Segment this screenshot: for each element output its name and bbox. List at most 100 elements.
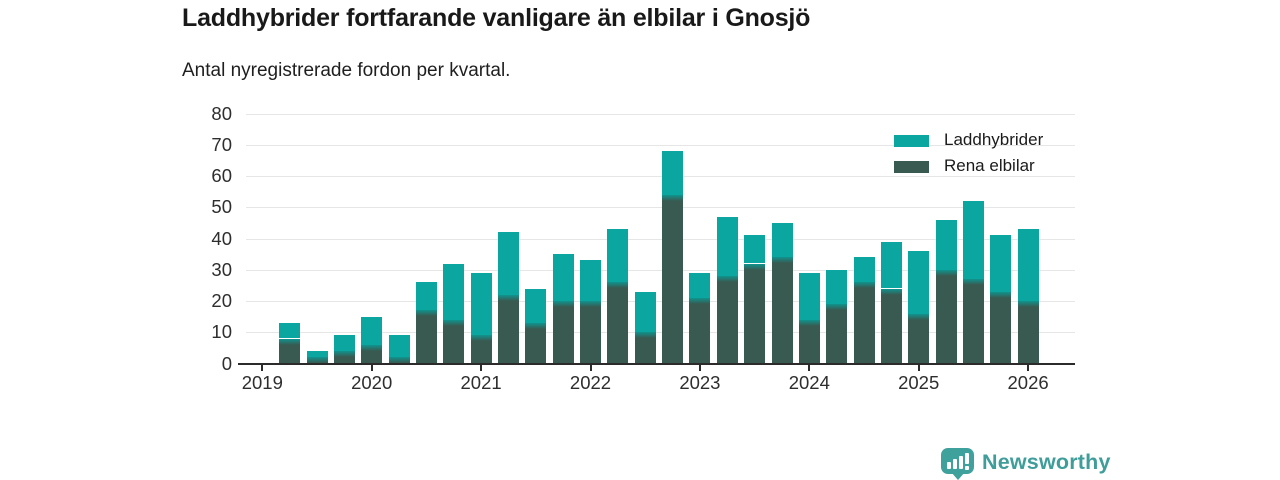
bar-segment-laddhybrider [279,322,301,339]
bar-segment-rena-elbilar [1017,301,1039,364]
bar-segment-laddhybrider [826,269,848,305]
bar-segment-rena-elbilar [388,357,410,364]
bar-segment-rena-elbilar [744,263,766,364]
bar-segment-rena-elbilar [634,332,656,364]
gridline [246,269,1075,271]
bar-segment-laddhybrider [880,241,902,289]
bar-segment-rena-elbilar [908,313,930,364]
bar-segment-laddhybrider [798,272,820,320]
gridline [246,176,1075,177]
newsworthy-bars-bubble-icon [941,448,974,474]
bar-segment-rena-elbilar [990,291,1012,364]
bar-segment-laddhybrider [634,291,656,333]
bar-segment-laddhybrider [443,263,465,320]
bar-segment-rena-elbilar [279,338,301,364]
bar-segment-laddhybrider [415,282,437,311]
bar-segment-laddhybrider [333,335,355,351]
gridline [246,144,1075,146]
y-tick-label: 70 [211,133,232,155]
logo-bar-icon [947,462,951,469]
bar-segment-rena-elbilar [662,194,683,364]
x-axis-tick [917,364,920,371]
chart-title: Laddhybrider fortfarande vanligare än el… [182,4,811,32]
bar-segment-laddhybrider [853,257,875,283]
bar-segment-rena-elbilar [361,344,383,364]
bar-segment-laddhybrider [306,351,328,358]
bar-segment-rena-elbilar [470,335,492,364]
bar-segment-rena-elbilar [415,310,437,364]
bar-segment-laddhybrider [580,260,601,301]
x-axis-tick [370,364,373,371]
bar-segment-laddhybrider [716,216,738,276]
x-axis-tick [698,364,701,371]
bar-segment-rena-elbilar [607,282,629,364]
bar-segment-rena-elbilar [443,319,465,364]
x-tick-label: 2024 [788,372,830,393]
bar-segment-laddhybrider [607,229,629,283]
bar-segment-rena-elbilar [498,294,519,364]
y-tick-label: 10 [211,321,232,343]
bar-segment-rena-elbilar [333,351,355,364]
x-tick-label: 2026 [1007,372,1049,393]
bar-segment-rena-elbilar [716,276,738,364]
bar-segment-rena-elbilar [935,269,957,364]
bar-segment-laddhybrider [689,272,711,298]
gridline [246,301,1075,302]
logo-exclamation-dot-icon [965,466,969,470]
bar-segment-laddhybrider [470,272,492,336]
x-axis-tick [808,364,811,371]
bar-segment-rena-elbilar [306,357,328,364]
x-axis-tick [480,364,483,371]
logo-bar-icon [953,459,957,469]
bar-segment-rena-elbilar [826,304,848,364]
logo-exclamation-icon [965,453,969,464]
brand-name: Newsworthy [982,450,1111,474]
bar-segment-laddhybrider [908,251,930,314]
x-axis-tick [1027,364,1030,371]
gridline [246,238,1075,240]
y-tick-label: 0 [221,352,232,374]
y-tick-label: 30 [211,258,232,280]
bar-segment-rena-elbilar [552,301,574,364]
bar-segment-rena-elbilar [771,257,793,364]
bar-segment-rena-elbilar [798,319,820,364]
legend-label: Rena elbilar [944,156,1035,175]
bar-segment-rena-elbilar [880,288,902,364]
bar-segment-laddhybrider [361,316,383,345]
y-tick-label: 50 [211,196,232,218]
bar-segment-laddhybrider [525,288,547,323]
bar-segment-laddhybrider [1017,229,1039,301]
bar-segment-laddhybrider [962,201,984,280]
legend-label: Laddhybrider [944,130,1044,149]
y-tick-label: 80 [211,102,232,124]
bar-segment-rena-elbilar [962,279,984,364]
legend-swatch-icon [894,135,929,147]
gridline [246,113,1075,115]
logo-bar-icon [959,456,963,469]
x-tick-label: 2021 [460,372,502,393]
bar-segment-laddhybrider [662,151,683,195]
x-axis-line [238,362,1075,365]
logo-bubble-tail [951,472,965,480]
bar-segment-laddhybrider [935,219,957,270]
bar-segment-rena-elbilar [580,301,601,364]
bar-segment-laddhybrider [990,235,1012,292]
y-tick-label: 40 [211,227,232,249]
bar-segment-laddhybrider [744,235,766,264]
bar-segment-rena-elbilar [525,322,547,364]
y-tick-label: 60 [211,165,232,186]
x-tick-label: 2022 [569,372,612,393]
bar-segment-laddhybrider [771,222,793,258]
y-tick-label: 20 [211,290,232,311]
x-axis-tick [589,364,592,371]
bar-segment-laddhybrider [388,335,410,358]
chart-subtitle: Antal nyregistrerade fordon per kvartal. [182,60,511,81]
bar-segment-laddhybrider [498,232,519,295]
bar-segment-rena-elbilar [853,282,875,364]
gridline [246,207,1075,209]
x-axis-tick [261,364,264,371]
gridline [246,332,1075,334]
bar-segment-rena-elbilar [689,297,711,364]
x-tick-label: 2023 [679,372,721,393]
